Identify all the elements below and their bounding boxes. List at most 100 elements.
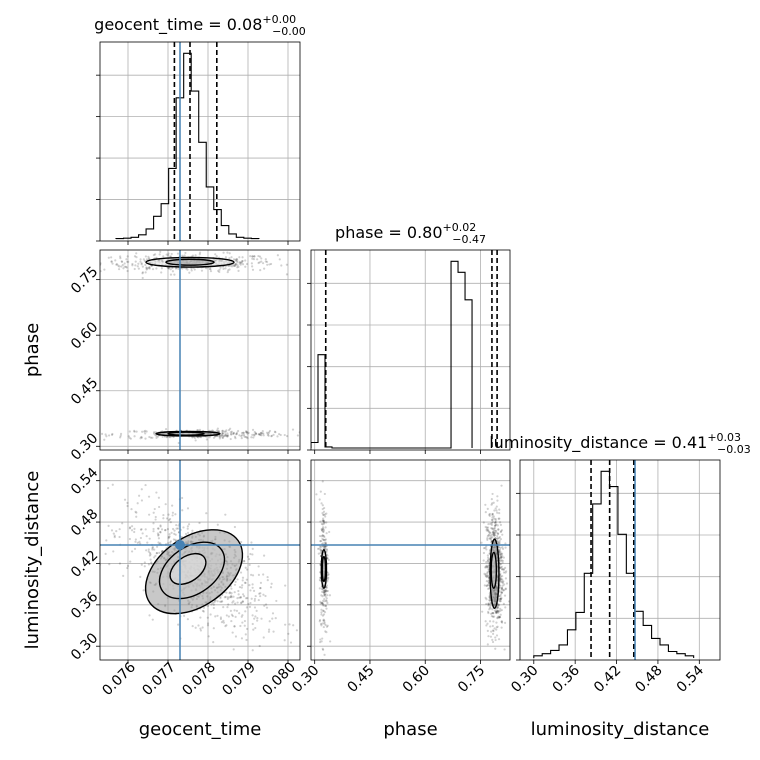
- sample-point: [216, 614, 219, 617]
- sample-point: [319, 641, 322, 644]
- sample-point: [181, 496, 184, 500]
- sample-point: [157, 496, 160, 499]
- sample-point: [159, 524, 162, 527]
- sample-point: [133, 430, 136, 433]
- sample-point: [326, 589, 329, 593]
- sample-point: [242, 559, 246, 563]
- sample-point: [495, 628, 498, 631]
- sample-point: [342, 431, 344, 433]
- sample-point: [158, 551, 161, 554]
- sample-point: [266, 579, 269, 582]
- sample-point: [308, 437, 310, 439]
- sample-point: [499, 599, 502, 603]
- sample-point: [288, 623, 291, 626]
- grid-lines: [311, 250, 510, 450]
- sample-point: [491, 492, 494, 496]
- sample-point: [496, 606, 499, 610]
- sample-point: [491, 608, 494, 611]
- sample-point: [161, 435, 164, 438]
- sample-point: [121, 522, 124, 525]
- sample-point: [319, 490, 322, 493]
- sample-point: [221, 432, 224, 435]
- sample-point: [504, 542, 507, 545]
- contour-line: [320, 548, 328, 589]
- sample-point: [244, 566, 247, 569]
- sample-point: [482, 547, 486, 550]
- sample-point: [487, 575, 490, 579]
- sample-point: [177, 527, 180, 530]
- sample-point: [194, 626, 197, 629]
- sample-point: [233, 435, 237, 438]
- sample-point: [488, 512, 492, 516]
- sample-point: [154, 433, 157, 437]
- sample-point: [224, 267, 227, 270]
- sample-point: [110, 260, 113, 263]
- sample-point: [501, 581, 504, 585]
- sample-point: [497, 615, 500, 618]
- sample-point: [252, 589, 256, 593]
- sample-point: [321, 637, 324, 640]
- sample-point: [155, 491, 158, 494]
- sample-point: [202, 606, 206, 609]
- sample-point: [242, 431, 245, 435]
- title-minus: −0.03: [717, 443, 751, 456]
- sample-point: [499, 593, 502, 596]
- sample-point: [489, 522, 492, 526]
- sample-point: [243, 619, 247, 623]
- sample-point: [497, 528, 500, 531]
- sample-point: [177, 267, 180, 270]
- sample-point: [260, 617, 263, 620]
- sample-point: [262, 434, 265, 437]
- sample-point: [241, 259, 244, 263]
- sample-point: [318, 571, 322, 574]
- sample-point: [221, 429, 224, 432]
- sample-point: [167, 513, 170, 516]
- sample-point: [214, 253, 217, 256]
- sample-point: [492, 612, 495, 615]
- sample-point: [501, 580, 504, 583]
- sample-point: [119, 436, 122, 439]
- sample-point: [139, 536, 143, 540]
- sample-point: [211, 602, 214, 605]
- sample-point: [491, 640, 495, 644]
- sample-point: [236, 259, 239, 262]
- sample-point: [275, 599, 278, 603]
- sample-point: [323, 593, 326, 596]
- sample-point: [222, 606, 225, 609]
- sample-point: [201, 609, 205, 612]
- sample-point: [488, 513, 491, 516]
- sample-point: [276, 254, 279, 257]
- sample-point: [242, 433, 246, 436]
- sample-point: [499, 607, 502, 610]
- sample-point: [246, 568, 249, 571]
- sample-point: [257, 433, 261, 436]
- sample-point: [262, 593, 265, 596]
- sample-point: [232, 264, 235, 268]
- sample-point: [233, 583, 237, 586]
- y-axis-label: luminosity_distance: [22, 471, 43, 650]
- sample-point: [500, 559, 503, 562]
- sample-point: [151, 268, 155, 271]
- sample-point: [141, 532, 144, 535]
- sample-point: [230, 592, 233, 595]
- sample-point: [321, 604, 324, 607]
- sample-point: [326, 557, 329, 560]
- sample-point: [103, 268, 106, 271]
- sample-point: [224, 624, 227, 628]
- sample-point: [500, 552, 504, 555]
- sample-point: [494, 523, 497, 527]
- sample-point: [236, 601, 239, 604]
- sample-point: [226, 432, 229, 435]
- sample-point: [498, 615, 501, 619]
- sample-point: [325, 625, 329, 628]
- y-tick-label: 0.48: [68, 506, 101, 539]
- scatter-group: [315, 460, 510, 665]
- sample-point: [328, 594, 332, 597]
- sample-point: [244, 610, 247, 613]
- sample-point: [219, 597, 222, 600]
- sample-point: [324, 515, 327, 518]
- sample-point: [266, 575, 269, 579]
- sample-point: [496, 663, 498, 665]
- sample-point: [492, 531, 495, 534]
- sample-point: [133, 429, 136, 432]
